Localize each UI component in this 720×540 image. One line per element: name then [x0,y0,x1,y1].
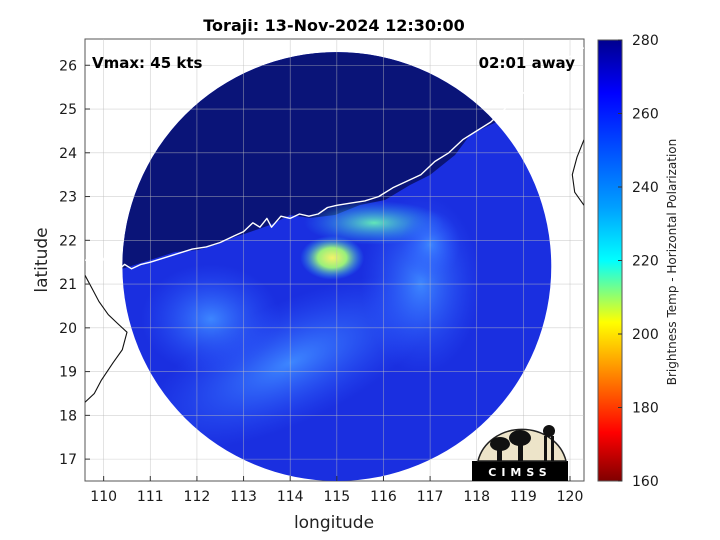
y-tick-labels: 17 18 19 20 21 22 23 24 25 26 [59,58,90,468]
y-tick-label: 19 [59,365,77,381]
cold-land-region [122,52,552,275]
x-tick-label: 115 [323,489,350,505]
colorbar-tick-label: 240 [632,180,659,196]
colorbar-tick-label: 160 [632,474,659,490]
colorbar-tick-label: 280 [632,33,659,49]
time-away-annotation: 02:01 away [479,54,576,72]
x-tick-label: 114 [277,489,304,505]
y-tick-label: 22 [59,233,77,249]
x-tick-label: 117 [417,489,444,505]
vmax-annotation: Vmax: 45 kts [92,54,202,72]
chart-title: Toraji: 13-Nov-2024 12:30:00 [203,16,464,35]
y-tick-label: 26 [59,58,77,74]
y-tick-label: 25 [59,102,77,118]
x-tick-label: 112 [184,489,211,505]
spiral-band-west [140,264,281,375]
colorbar-tick-label: 180 [632,401,659,417]
x-tick-label: 116 [370,489,397,505]
taiwan-coastline [571,139,584,206]
y-tick-label: 21 [59,277,77,293]
cimss-logo: CIMSS [472,425,568,481]
y-tick-label: 24 [59,146,77,162]
x-tick-label: 118 [463,489,490,505]
hainan-coastline [85,275,128,403]
colorbar-tick-labels: 160 180 200 220 240 260 280 [618,33,659,490]
y-tick-label: 18 [59,408,77,424]
colorbar-label: Brightness Temp - Horizontal Polarizatio… [665,139,679,386]
x-tick-label: 110 [90,489,117,505]
y-axis-label: latitude [32,227,52,292]
y-tick-label: 17 [59,452,77,468]
grid-lines [85,39,584,481]
x-tick-labels: 110 111 112 113 114 115 116 117 118 119 120 [90,476,583,505]
x-tick-label: 120 [557,489,584,505]
svg-text:CIMSS: CIMSS [488,466,551,479]
x-tick-label: 111 [137,489,164,505]
coastline [85,47,584,403]
south-china-coastline [85,47,584,272]
colorbar-tick-label: 260 [632,107,659,123]
colorbar-tick-label: 200 [632,327,659,343]
y-tick-label: 23 [59,190,77,206]
x-tick-label: 119 [510,489,537,505]
y-tick-label: 20 [59,321,77,337]
colorbar-tick-label: 220 [632,254,659,270]
x-tick-label: 113 [230,489,257,505]
x-axis-label: longitude [294,513,374,533]
warm-core-cell [300,235,365,280]
